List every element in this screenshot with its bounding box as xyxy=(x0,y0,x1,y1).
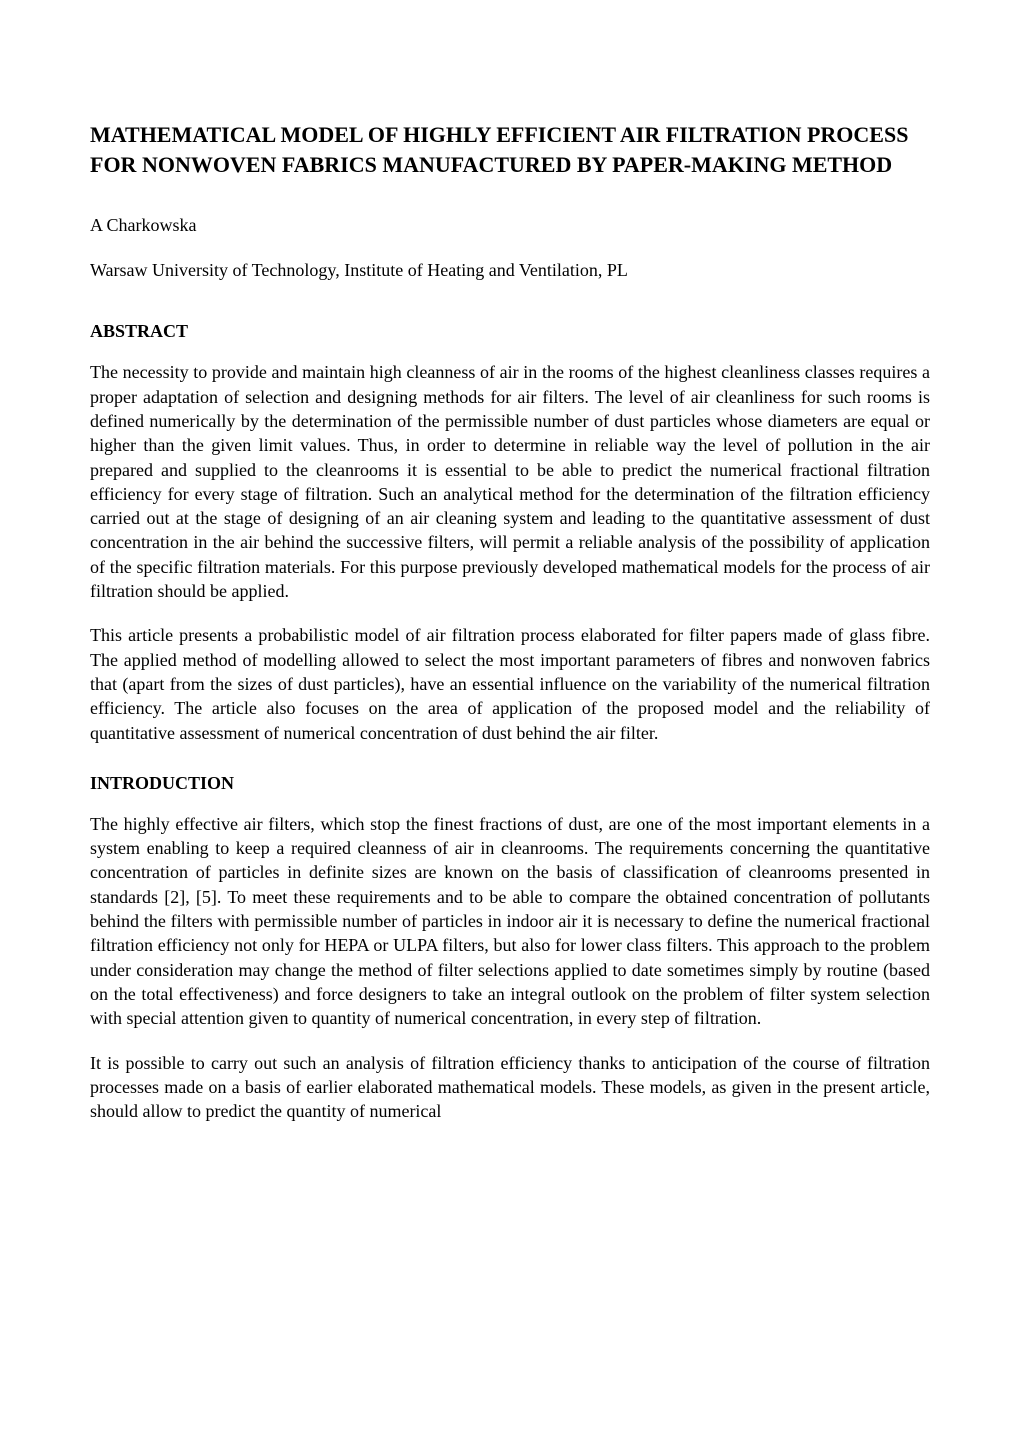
abstract-paragraph: The necessity to provide and maintain hi… xyxy=(90,360,930,603)
page-container: MATHEMATICAL MODEL OF HIGHLY EFFICIENT A… xyxy=(0,0,1020,1223)
abstract-paragraph: This article presents a probabilistic mo… xyxy=(90,623,930,744)
introduction-heading: INTRODUCTION xyxy=(90,773,930,794)
author-affiliation: Warsaw University of Technology, Institu… xyxy=(90,260,930,281)
introduction-paragraph: It is possible to carry out such an anal… xyxy=(90,1051,930,1124)
paper-title: MATHEMATICAL MODEL OF HIGHLY EFFICIENT A… xyxy=(90,120,930,179)
introduction-paragraph: The highly effective air filters, which … xyxy=(90,812,930,1031)
author-name: A Charkowska xyxy=(90,215,930,236)
abstract-heading: ABSTRACT xyxy=(90,321,930,342)
